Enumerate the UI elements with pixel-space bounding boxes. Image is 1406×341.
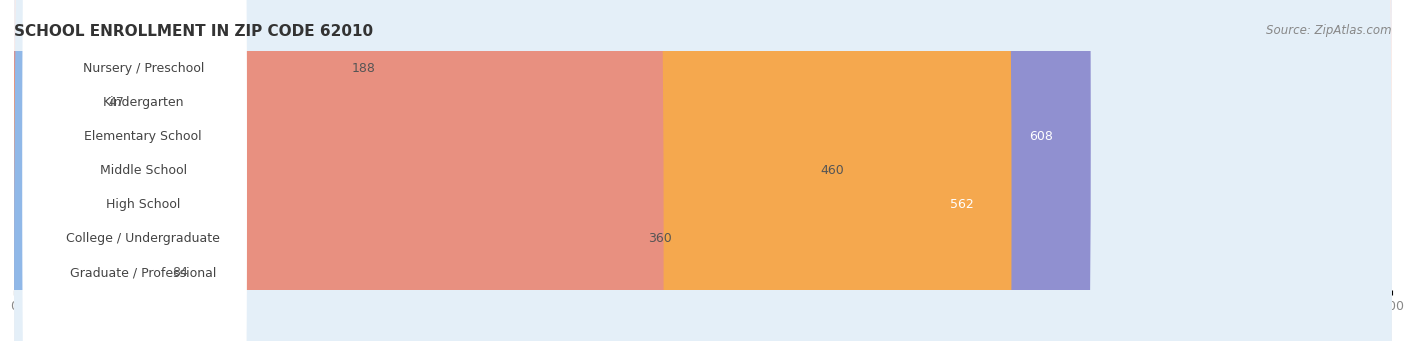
Text: 47: 47 (108, 96, 125, 109)
Text: 360: 360 (648, 232, 672, 245)
FancyBboxPatch shape (14, 0, 1091, 341)
Text: Middle School: Middle School (100, 164, 187, 177)
Text: Elementary School: Elementary School (84, 130, 202, 143)
Text: Kindergarten: Kindergarten (103, 96, 184, 109)
Text: College / Undergraduate: College / Undergraduate (66, 232, 221, 245)
FancyBboxPatch shape (22, 0, 246, 341)
FancyBboxPatch shape (14, 0, 367, 341)
Text: 562: 562 (949, 198, 973, 211)
Text: 608: 608 (1029, 130, 1053, 143)
FancyBboxPatch shape (22, 0, 246, 341)
FancyBboxPatch shape (22, 0, 246, 341)
FancyBboxPatch shape (14, 0, 664, 341)
FancyBboxPatch shape (14, 0, 125, 341)
FancyBboxPatch shape (14, 0, 188, 341)
Text: SCHOOL ENROLLMENT IN ZIP CODE 62010: SCHOOL ENROLLMENT IN ZIP CODE 62010 (14, 24, 373, 39)
FancyBboxPatch shape (14, 0, 1392, 341)
FancyBboxPatch shape (22, 0, 246, 341)
FancyBboxPatch shape (22, 0, 246, 341)
Text: Source: ZipAtlas.com: Source: ZipAtlas.com (1267, 24, 1392, 37)
FancyBboxPatch shape (14, 0, 1392, 341)
FancyBboxPatch shape (14, 0, 1392, 341)
Text: 188: 188 (352, 62, 375, 75)
FancyBboxPatch shape (14, 0, 1392, 341)
FancyBboxPatch shape (14, 0, 835, 341)
FancyBboxPatch shape (14, 0, 1392, 341)
FancyBboxPatch shape (22, 0, 246, 341)
Text: High School: High School (105, 198, 180, 211)
FancyBboxPatch shape (14, 0, 1392, 341)
Text: 84: 84 (173, 266, 188, 279)
Text: Graduate / Professional: Graduate / Professional (70, 266, 217, 279)
FancyBboxPatch shape (22, 0, 246, 341)
FancyBboxPatch shape (14, 0, 1392, 341)
FancyBboxPatch shape (14, 0, 1011, 341)
Text: 460: 460 (820, 164, 844, 177)
Text: Nursery / Preschool: Nursery / Preschool (83, 62, 204, 75)
